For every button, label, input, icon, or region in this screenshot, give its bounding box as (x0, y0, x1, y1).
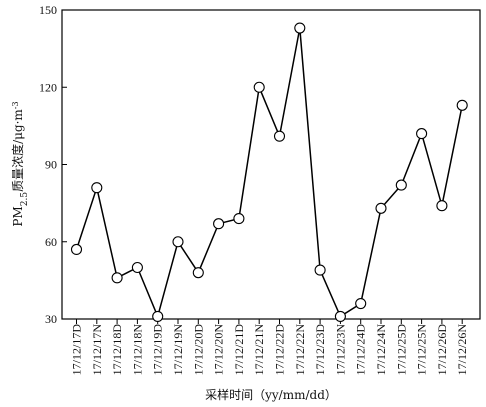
x-tick-label: 17/12/19N (171, 324, 185, 376)
data-point (355, 297, 367, 310)
x-tick-label: 17/12/25D (394, 324, 408, 376)
data-point (172, 236, 184, 248)
x-tick-label: 17/12/24D (354, 324, 368, 376)
x-tick-label: 17/12/26N (455, 324, 469, 376)
x-tick-label: 17/12/23D (313, 324, 327, 376)
x-tick-label: 17/12/22N (293, 324, 307, 376)
data-point (213, 218, 225, 230)
x-tick-label: 17/12/17D (70, 324, 84, 376)
data-point (294, 22, 306, 34)
y-axis-title: PM2.5质量浓度/μg·m-3 (10, 101, 30, 226)
data-point (253, 81, 265, 93)
y-tick-label: 120 (39, 80, 57, 94)
data-point (70, 243, 83, 256)
data-point (91, 182, 103, 194)
y-tick-label: 60 (45, 235, 57, 249)
x-tick-label: 17/12/25N (415, 324, 429, 376)
x-tick-label: 17/12/21D (232, 324, 246, 376)
plot-frame (61, 9, 481, 320)
y-tick-label: 150 (39, 3, 57, 17)
data-point (416, 128, 428, 140)
x-axis-ticks: 17/12/17D 17/12/17N 17/12/18D 17/12/18N 17/1… (70, 319, 469, 376)
data-point (395, 179, 407, 191)
data-point (152, 310, 164, 322)
x-tick-label: 17/12/26D (435, 324, 449, 376)
x-tick-label: 17/12/19D (151, 324, 165, 376)
x-tick-label: 17/12/17N (90, 324, 104, 376)
data-point (192, 267, 204, 279)
x-tick-label: 17/12/18N (130, 324, 144, 376)
y-tick-label: 90 (45, 158, 57, 172)
x-tick-label: 17/12/20N (212, 324, 226, 376)
x-tick-label: 17/12/18D (110, 324, 124, 376)
y-axis-title-prefix: PM (11, 206, 25, 226)
y-axis-title-superscript: -3 (11, 101, 20, 109)
y-axis-title-subscript: 2.5 (20, 192, 30, 207)
x-tick-label: 17/12/21N (252, 324, 266, 376)
data-point (273, 130, 286, 142)
x-tick-label: 17/12/20D (191, 324, 205, 376)
data-point (233, 213, 245, 225)
data-point (334, 310, 346, 322)
y-axis-ticks: 30 60 90 120 150 (39, 3, 67, 326)
series-line (75, 27, 463, 319)
data-point (131, 261, 143, 274)
data-point (436, 200, 448, 212)
y-tick-label: 30 (45, 312, 57, 326)
x-tick-label: 17/12/22D (273, 324, 287, 376)
series-layer (70, 22, 468, 322)
data-point (456, 99, 468, 111)
data-point (314, 264, 326, 276)
x-axis-title: 采样时间（yy/mm/dd） (205, 387, 337, 402)
x-tick-label: 17/12/23N (333, 324, 347, 376)
y-axis-title-suffix: 质量浓度/μg·m (10, 109, 25, 192)
data-point (111, 272, 123, 284)
x-tick-label: 17/12/24N (374, 324, 388, 376)
data-point (375, 202, 387, 214)
